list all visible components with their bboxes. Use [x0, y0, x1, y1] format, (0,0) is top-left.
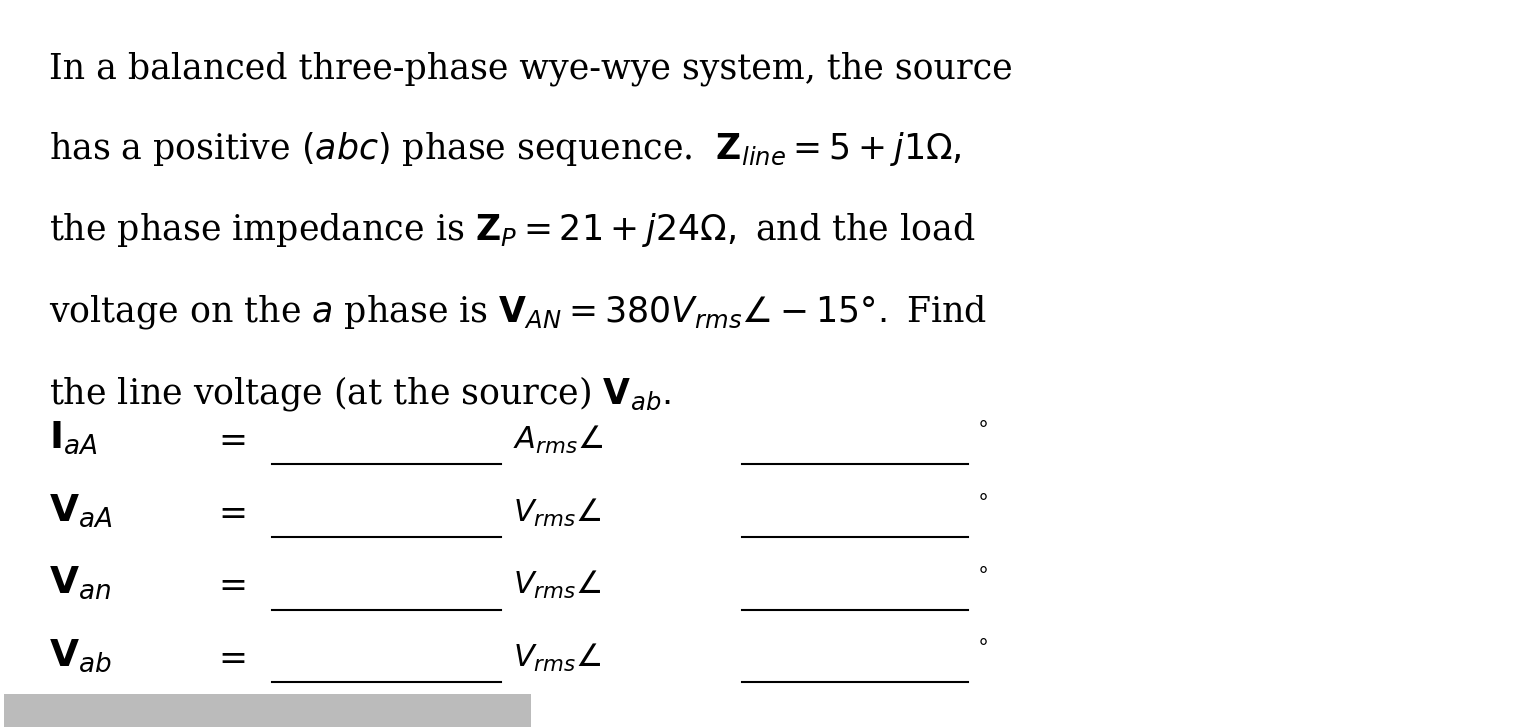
Text: has a positive $(abc)$ phase sequence.  $\mathbf{Z}_{line} = 5 + j1\Omega,$: has a positive $(abc)$ phase sequence. $…: [50, 130, 962, 168]
Text: $\circ$: $\circ$: [976, 413, 988, 433]
Text: $=$: $=$: [212, 422, 247, 456]
Text: $\circ$: $\circ$: [976, 631, 988, 651]
Text: $\mathbf{V}_{an}$: $\mathbf{V}_{an}$: [50, 565, 112, 601]
Text: $\circ$: $\circ$: [976, 558, 988, 578]
Text: $\mathbf{I}_{aA}$: $\mathbf{I}_{aA}$: [50, 419, 98, 456]
Text: $=$: $=$: [212, 640, 247, 674]
Text: In a balanced three-phase wye-wye system, the source: In a balanced three-phase wye-wye system…: [50, 52, 1014, 87]
Bar: [5, 694, 532, 727]
Text: the phase impedance is $\mathbf{Z}_P = 21 + j24\Omega,$ and the load: the phase impedance is $\mathbf{Z}_P = 2…: [50, 212, 976, 249]
Text: $V_{rms}\angle$: $V_{rms}\angle$: [514, 497, 601, 529]
Text: $A_{rms}\angle$: $A_{rms}\angle$: [514, 424, 603, 456]
Text: voltage on the $a$ phase is $\mathbf{V}_{AN} = 380V_{rms}\angle -15°.$ Find: voltage on the $a$ phase is $\mathbf{V}_…: [50, 293, 988, 331]
Text: $V_{rms}\angle$: $V_{rms}\angle$: [514, 642, 601, 674]
Text: $\mathbf{V}_{aA}$: $\mathbf{V}_{aA}$: [50, 492, 114, 529]
Text: $=$: $=$: [212, 495, 247, 529]
Text: $V_{rms}\angle$: $V_{rms}\angle$: [514, 569, 601, 601]
Text: $=$: $=$: [212, 568, 247, 601]
Text: $\circ$: $\circ$: [976, 486, 988, 505]
Text: $\mathbf{V}_{ab}$: $\mathbf{V}_{ab}$: [50, 638, 112, 674]
Text: the line voltage (at the source) $\mathbf{V}_{ab}.$: the line voltage (at the source) $\mathb…: [50, 374, 671, 414]
